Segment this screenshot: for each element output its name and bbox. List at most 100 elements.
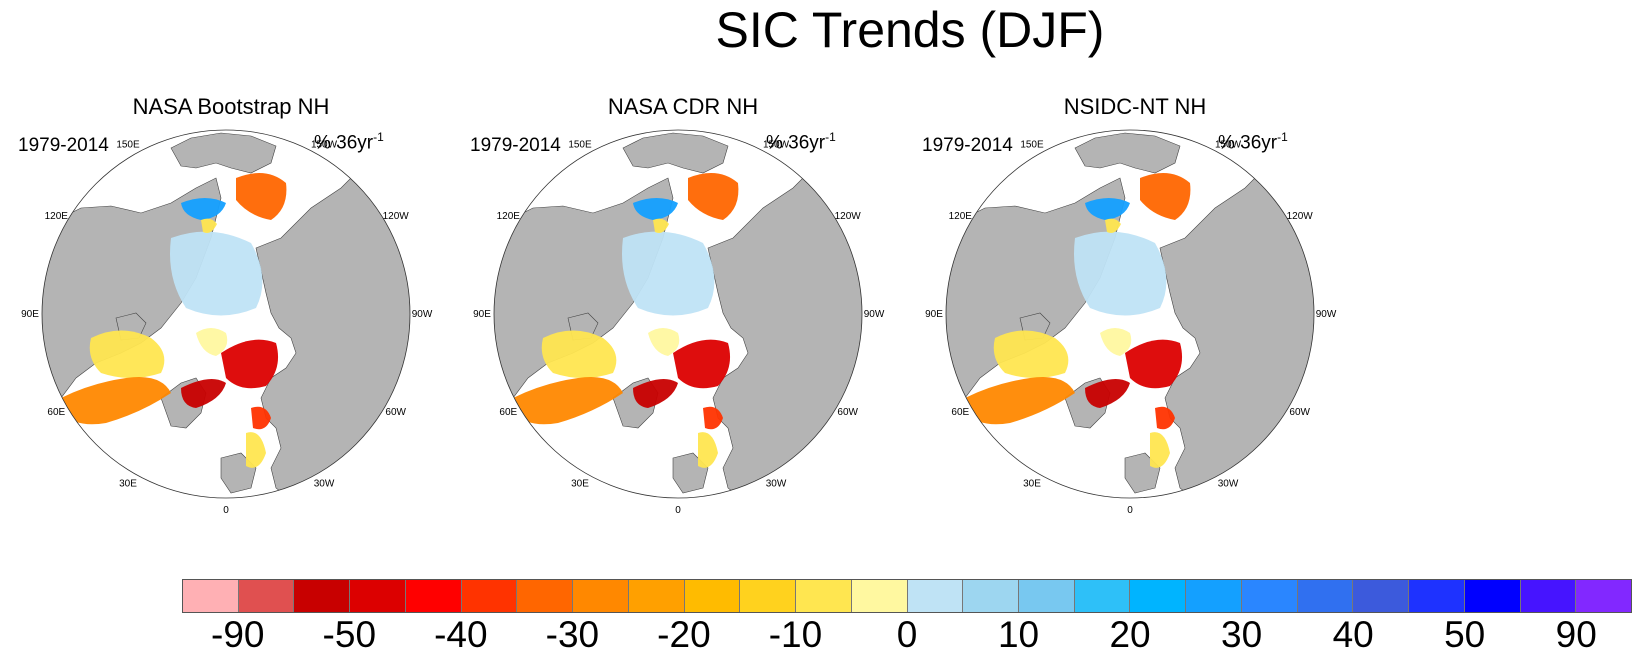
sea-ice-trend-patch [181,198,226,220]
polar-map: 180150E120E90E60E30E030W60W90W120W150W [473,129,885,516]
colorbar-tick-label: -20 [657,614,711,655]
longitude-label: 60W [837,407,858,418]
sea-ice-trend-patch [633,198,678,220]
colorbar-swatch [405,580,462,612]
longitude-label: 150E [568,139,592,150]
colorbar-tick-label: 20 [1109,614,1151,655]
sea-ice-trend-patch [89,330,165,378]
longitude-label: 150W [763,139,790,150]
longitude-label: 0 [1127,505,1133,516]
sea-ice-trend-patch [622,231,715,316]
sea-ice-trend-patch [698,432,718,468]
sea-ice-trend-patch [673,339,731,389]
colorbar-tick-label: 40 [1332,614,1374,655]
sea-ice-trend-patch [648,328,680,356]
sea-ice-trend-patch [688,173,739,220]
sea-ice-trend-patch [993,330,1069,378]
sea-ice-trend-patch [221,339,279,389]
longitude-label: 30E [1023,479,1041,490]
longitude-label: 0 [223,505,229,516]
sea-ice-trend-patch [181,379,226,408]
colorbar-tick-label: 10 [997,614,1040,655]
colorbar-swatch [1409,580,1465,612]
longitude-label: 30E [571,479,589,490]
colorbar-swatch [796,580,852,612]
sea-ice-trend-patch [653,218,669,233]
colorbar-tick-label: -10 [768,614,823,655]
sea-ice-trend-patch [1140,173,1191,220]
longitude-label: 120W [1287,211,1314,222]
sea-ice-trend-patch [170,231,263,316]
colorbar-tick-label: 90 [1555,614,1597,655]
panel-title: NASA Bootstrap NH [132,94,330,119]
colorbar [182,579,1632,613]
longitude-label: 30W [314,479,335,490]
sea-ice-trend-patch [1155,406,1175,430]
colorbar-tick-label: -40 [434,614,488,655]
colorbar-swatch [628,580,685,612]
colorbar-tick-label: -90 [211,614,265,655]
sea-ice-trend-patch [1125,339,1183,389]
sea-ice-trend-patch [246,432,266,468]
colorbar-swatch [851,580,908,612]
land-mass [42,177,222,414]
sea-ice-trend-patch [513,377,623,425]
colorbar-swatch [573,580,629,612]
period-label: 1979-2014 [470,135,561,156]
colorbar-swatch [1576,580,1632,612]
colorbar-swatch [1353,580,1410,612]
period-label: 1979-2014 [922,135,1013,156]
polar-map: 180150E120E90E60E30E030W60W90W120W150W [21,129,433,516]
sea-ice-trend-patch [236,173,287,220]
colorbar-swatch [1186,580,1242,612]
longitude-label: 60E [951,407,969,418]
longitude-label: 150W [1215,139,1242,150]
sea-ice-trend-patch [1105,218,1121,233]
land-mass [494,177,674,414]
period-label: 1979-2014 [18,135,109,156]
colorbar-swatch [1241,580,1298,612]
figure-title: SIC Trends (DJF) [715,2,1105,58]
longitude-label: 60E [47,407,65,418]
sea-ice-trend-patch [541,330,617,378]
colorbar-tick-label: -30 [545,614,600,655]
longitude-label: 90E [473,309,491,320]
sea-ice-trend-patch [1100,328,1132,356]
colorbar-swatch [1019,580,1075,612]
sea-ice-trend-patch [61,377,171,425]
sea-ice-trend-patch [1074,231,1167,316]
colorbar-swatch [183,580,239,612]
map-panel-cdr: NASA CDR NH 1979-2014 % 36yr-1 180150E12… [470,88,893,548]
land-mass [946,177,1126,414]
units-label: % 36yr-1 [314,130,384,154]
sea-ice-trend-patch [1150,432,1170,468]
colorbar-swatch [1074,580,1131,612]
colorbar-swatch [1464,580,1521,612]
colorbar-swatch [963,580,1020,612]
colorbar-swatch [238,580,295,612]
colorbar-swatch [1130,580,1187,612]
colorbar-labels: -90 -50 -40 -30 -20 -10 0 10 20 30 40 50 90 [182,612,1632,662]
longitude-label: 30W [766,479,787,490]
colorbar-swatch [1297,580,1354,612]
colorbar-swatch [517,580,574,612]
longitude-label: 150E [1020,139,1044,150]
units-label: % 36yr-1 [766,130,836,154]
colorbar-tick-label: -50 [322,614,377,655]
colorbar-swatch [461,580,518,612]
longitude-label: 90W [864,309,885,320]
longitude-label: 150E [116,139,140,150]
map-panel-bootstrap: NASA Bootstrap NH 1979-2014 % 36yr-1 180… [18,88,441,548]
map-boundary [493,129,863,499]
longitude-label: 90W [412,309,433,320]
sea-ice-trend-patch [1085,198,1130,220]
longitude-label: 30W [1218,479,1239,490]
panel-title: NSIDC-NT NH [1063,94,1207,119]
longitude-label: 120E [497,211,521,222]
longitude-label: 120W [383,211,410,222]
sea-ice-trend-patch [251,406,271,430]
sea-ice-trend-patch [703,406,723,430]
longitude-label: 30E [119,479,137,490]
longitude-label: 150W [311,139,338,150]
longitude-label: 90E [21,309,39,320]
